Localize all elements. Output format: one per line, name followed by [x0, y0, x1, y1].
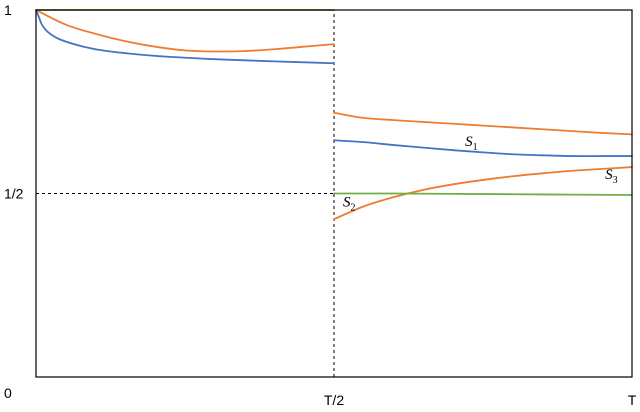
curve-labels: S1 S2 S3 [343, 134, 618, 214]
curve-label-s1: S1 [465, 134, 478, 153]
series-line-3-blue [333, 139, 633, 158]
reference-lines [36, 10, 335, 377]
y-tick-label-1: 1/2 [4, 186, 24, 202]
tick-labels: 1 1/2 0 T/2 T [4, 2, 637, 408]
x-tick-label-2: T [628, 392, 637, 408]
plot-frame [35, 9, 633, 378]
series-line-6-green [333, 192, 633, 196]
series-line-4-orange [333, 111, 633, 136]
series-line-2-blue [35, 9, 335, 65]
curve-label-s3: S3 [605, 167, 618, 186]
x-tick-label-0: 0 [4, 385, 12, 401]
curve-label-s2: S2 [343, 194, 356, 213]
y-tick-label-0: 1 [4, 2, 12, 18]
x-tick-label-1: T/2 [324, 392, 344, 408]
series-line-5-orange [333, 166, 633, 221]
series-line-1-orange [35, 9, 335, 53]
axes [35, 9, 633, 378]
series-group [35, 9, 633, 221]
